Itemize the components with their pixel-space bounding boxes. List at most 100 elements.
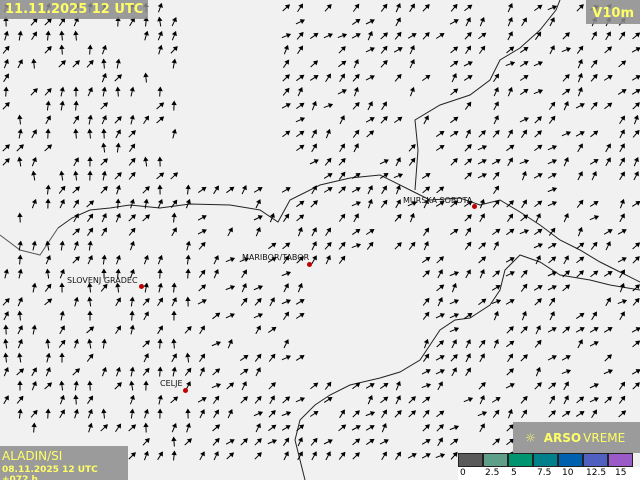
wind-arrow-head <box>537 89 544 95</box>
wind-arrow-head <box>369 117 375 122</box>
wind-arrow-head <box>453 228 459 234</box>
wind-arrow-head <box>173 396 179 402</box>
wind-arrow-head <box>382 59 388 66</box>
wind-arrow-head <box>88 395 94 401</box>
wind-arrow-head <box>355 382 361 388</box>
city-label: SLOVENJ GRADEC <box>67 276 138 285</box>
wind-arrow-head <box>88 353 94 359</box>
wind-arrow-head <box>591 171 597 177</box>
wind-arrow-head <box>564 32 570 38</box>
wind-arrow-head <box>369 47 375 52</box>
wind-arrow-head <box>60 409 65 415</box>
wind-arrow-head <box>171 212 177 218</box>
wind-arrow-head <box>481 32 487 38</box>
wind-arrow-head <box>593 130 599 136</box>
wind-arrow-head <box>116 74 122 80</box>
wind-arrow-head <box>74 228 81 234</box>
wind-arrow-head <box>579 396 585 402</box>
wind-arrow-head <box>551 173 557 178</box>
wind-arrow-head <box>563 213 569 219</box>
wind-arrow-head <box>395 380 401 387</box>
wind-arrow-head <box>285 130 291 136</box>
wind-arrow-head <box>73 30 79 36</box>
wind-arrow-head <box>439 186 445 192</box>
wind-arrow-head <box>340 171 346 177</box>
wind-arrow-head <box>452 339 457 345</box>
brand-light: VREME <box>583 430 626 445</box>
wind-arrow-head <box>298 451 303 457</box>
wind-arrow-head <box>354 73 360 80</box>
wind-arrow-head <box>354 410 360 416</box>
wind-arrow-head <box>185 422 191 428</box>
wind-arrow-head <box>73 170 79 176</box>
wind-arrow-head <box>116 129 121 135</box>
wind-arrow-head <box>4 311 9 317</box>
wind-arrow-head <box>606 241 611 247</box>
wind-arrow-head <box>522 354 528 360</box>
wind-arrow-head <box>59 44 65 50</box>
legend-ticks: 0 2.5 5 7.5 10 12.5 15 <box>458 467 640 480</box>
wind-arrow-head <box>87 170 93 176</box>
wind-arrow-head <box>565 355 571 360</box>
wind-arrow-head <box>340 255 346 261</box>
wind-arrow-head <box>256 423 261 429</box>
wind-arrow-head <box>508 353 514 359</box>
wind-arrow-head <box>579 411 585 416</box>
wind-arrow-head <box>593 201 599 206</box>
wind-arrow-head <box>340 186 346 192</box>
wind-arrow-head <box>284 4 291 10</box>
wind-arrow-head <box>3 324 9 330</box>
wind-arrow-head <box>354 3 360 9</box>
wind-arrow-head <box>144 297 150 304</box>
wind-arrow-head <box>382 185 387 191</box>
wind-arrow-head <box>438 381 443 387</box>
wind-arrow-head <box>299 312 305 318</box>
wind-arrow-head <box>31 380 37 387</box>
wind-arrow-head <box>299 117 305 123</box>
wind-arrow-head <box>129 268 135 274</box>
wind-arrow-head <box>271 439 278 445</box>
wind-arrow-head <box>171 338 177 344</box>
wind-arrow-head <box>425 173 431 178</box>
wind-arrow-head <box>271 257 277 262</box>
wind-arrow-head <box>115 86 121 92</box>
wind-arrow-head <box>633 156 639 163</box>
wind-arrow-head <box>510 61 516 67</box>
wind-arrow-head <box>45 100 51 106</box>
wind-arrow-head <box>172 172 179 178</box>
wind-arrow-head <box>115 198 121 204</box>
wind-arrow-head <box>172 46 178 52</box>
wind-arrow-head <box>326 241 332 248</box>
wind-arrow-head <box>4 297 10 304</box>
wind-arrow-head <box>537 200 543 206</box>
wind-arrow-head <box>326 157 332 163</box>
wind-arrow-head <box>31 324 37 330</box>
wind-arrow-head <box>620 213 625 219</box>
city-label: MARIBOR/TABOR <box>242 253 310 262</box>
wind-arrow-head <box>467 61 473 66</box>
wind-arrow-head <box>74 186 81 192</box>
wind-arrow-head <box>171 450 177 456</box>
wind-arrow-head <box>102 283 108 289</box>
wind-arrow-head <box>157 268 163 274</box>
wind-arrow-head <box>87 128 93 134</box>
wind-arrow-head <box>340 451 346 457</box>
wind-arrow-head <box>116 325 121 331</box>
wind-arrow-head <box>17 380 23 386</box>
wind-arrow-head <box>157 44 163 50</box>
wind-arrow-head <box>620 129 625 135</box>
wind-arrow-head <box>522 409 528 415</box>
wind-arrow-head <box>158 325 163 331</box>
wind-arrow-head <box>284 74 290 80</box>
legend-swatch <box>608 453 633 467</box>
wind-arrow-head <box>17 240 23 246</box>
wind-arrow-head <box>593 159 599 164</box>
wind-arrow-head <box>551 187 558 193</box>
wind-arrow-head <box>17 297 23 303</box>
wind-arrow-head <box>466 227 471 233</box>
wind-arrow-head <box>607 229 613 234</box>
wind-arrow-head <box>213 268 219 275</box>
wind-arrow-head <box>453 299 460 305</box>
wind-arrow-head <box>396 199 401 205</box>
wind-arrow-head <box>355 425 361 430</box>
